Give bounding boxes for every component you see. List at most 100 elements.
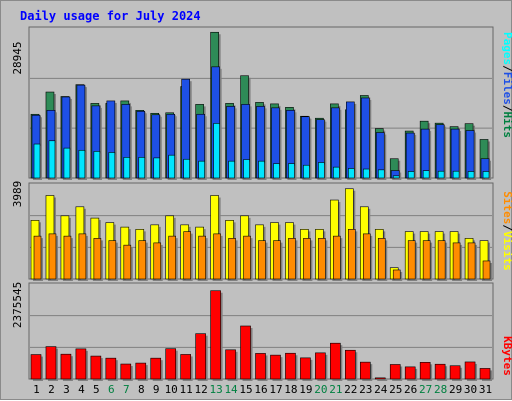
bar-sites [228, 238, 236, 280]
x-tick-label: 31 [479, 383, 492, 396]
bar-kbytes [150, 357, 162, 380]
bar-sites [333, 235, 341, 280]
bar-kbytes [270, 354, 281, 380]
bar-kbytes [210, 290, 221, 380]
bar-kbytes [60, 353, 72, 380]
x-tick-label: 6 [108, 383, 115, 396]
x-tick-label: 29 [449, 383, 462, 396]
bar-sites [318, 238, 326, 280]
top-panel-bars [30, 31, 492, 181]
bar-files [482, 171, 490, 179]
bar-sites [452, 242, 461, 280]
bar-sites [407, 240, 416, 280]
x-tick-label: 17 [269, 383, 282, 396]
bar-kbytes [404, 366, 416, 380]
x-tick-label: 2 [48, 383, 55, 396]
bar-files [437, 170, 445, 179]
bar-kbytes [30, 354, 42, 380]
bar-files [333, 166, 340, 179]
bottom-y-tick-label: 2375545 [11, 282, 24, 328]
bar-pages [465, 130, 475, 179]
x-tick-label: 3 [63, 383, 70, 396]
x-tick-label: 30 [464, 383, 477, 396]
top-y-tick-label: 28945 [11, 41, 24, 74]
bar-sites [78, 233, 87, 280]
bar-files [362, 168, 370, 179]
bar-pages [346, 101, 355, 179]
bar-files [108, 152, 116, 179]
bar-files [183, 158, 190, 179]
bar-kbytes [285, 352, 296, 380]
bar-sites [288, 238, 296, 280]
bar-sites [362, 233, 371, 280]
bar-files [123, 157, 131, 179]
legend-sites: Sites [501, 191, 512, 224]
bar-kbytes [120, 363, 132, 380]
bar-kbytes [105, 357, 117, 380]
bar-kbytes [255, 353, 266, 380]
bar-kbytes [449, 365, 461, 380]
x-tick-label: 15 [239, 383, 252, 396]
bar-files [33, 143, 41, 179]
x-tick-label: 8 [138, 383, 145, 396]
bar-sites [183, 231, 191, 280]
legend-files: Files [501, 72, 512, 105]
bar-sites [258, 240, 266, 280]
bar-files [243, 159, 250, 179]
bar-sites [108, 240, 117, 280]
bar-files [198, 160, 205, 179]
bar-files [168, 154, 176, 179]
x-tick-label: 24 [374, 383, 388, 396]
bar-files [63, 147, 71, 179]
bar-sites [63, 235, 72, 280]
bar-files [318, 162, 325, 179]
bar-sites [153, 242, 162, 280]
x-tick-label: 10 [165, 383, 178, 396]
middle-legend: Sites/Visits [501, 191, 512, 271]
bar-files [153, 157, 161, 179]
bar-files [228, 160, 235, 179]
bar-sites [422, 240, 431, 280]
bar-files [422, 170, 430, 179]
bar-files [288, 163, 295, 179]
bar-sites [168, 235, 177, 280]
bar-sites [243, 235, 251, 280]
bar-sites [303, 238, 311, 280]
bar-kbytes [165, 348, 177, 380]
bar-sites [33, 235, 42, 280]
bar-kbytes [240, 325, 251, 380]
top-legend: Pages/Files/Hits [501, 32, 512, 138]
bar-kbytes [180, 354, 191, 380]
bar-files [138, 157, 146, 179]
bar-kbytes [90, 355, 102, 380]
bar-kbytes [135, 362, 147, 380]
bar-files [467, 171, 475, 179]
legend-kbytes: KBytes [501, 336, 512, 376]
bar-kbytes [419, 362, 431, 380]
bar-sites [467, 242, 476, 280]
bottom-panel-bars [30, 290, 493, 381]
x-tick-label: 5 [93, 383, 100, 396]
bar-sites [348, 229, 356, 280]
bar-files [78, 149, 86, 179]
chart-title: Daily usage for July 2024 [20, 9, 201, 23]
bar-kbytes [464, 361, 476, 380]
x-tick-label: 19 [299, 383, 312, 396]
bar-files [273, 163, 280, 179]
bar-files [348, 168, 355, 179]
bar-pages [360, 97, 370, 179]
bar-kbytes [75, 348, 87, 380]
middle-panel-bars [30, 188, 493, 281]
bar-kbytes [479, 368, 491, 380]
bar-files [407, 171, 415, 179]
x-tick-label: 11 [180, 383, 193, 396]
bar-files [303, 164, 310, 179]
bar-sites [377, 238, 386, 280]
x-tick-label: 27 [419, 383, 432, 396]
bar-files [377, 169, 385, 179]
x-tick-label: 1 [33, 383, 40, 396]
bar-sites [392, 269, 401, 280]
bar-kbytes [345, 349, 356, 380]
bar-kbytes [434, 363, 446, 380]
